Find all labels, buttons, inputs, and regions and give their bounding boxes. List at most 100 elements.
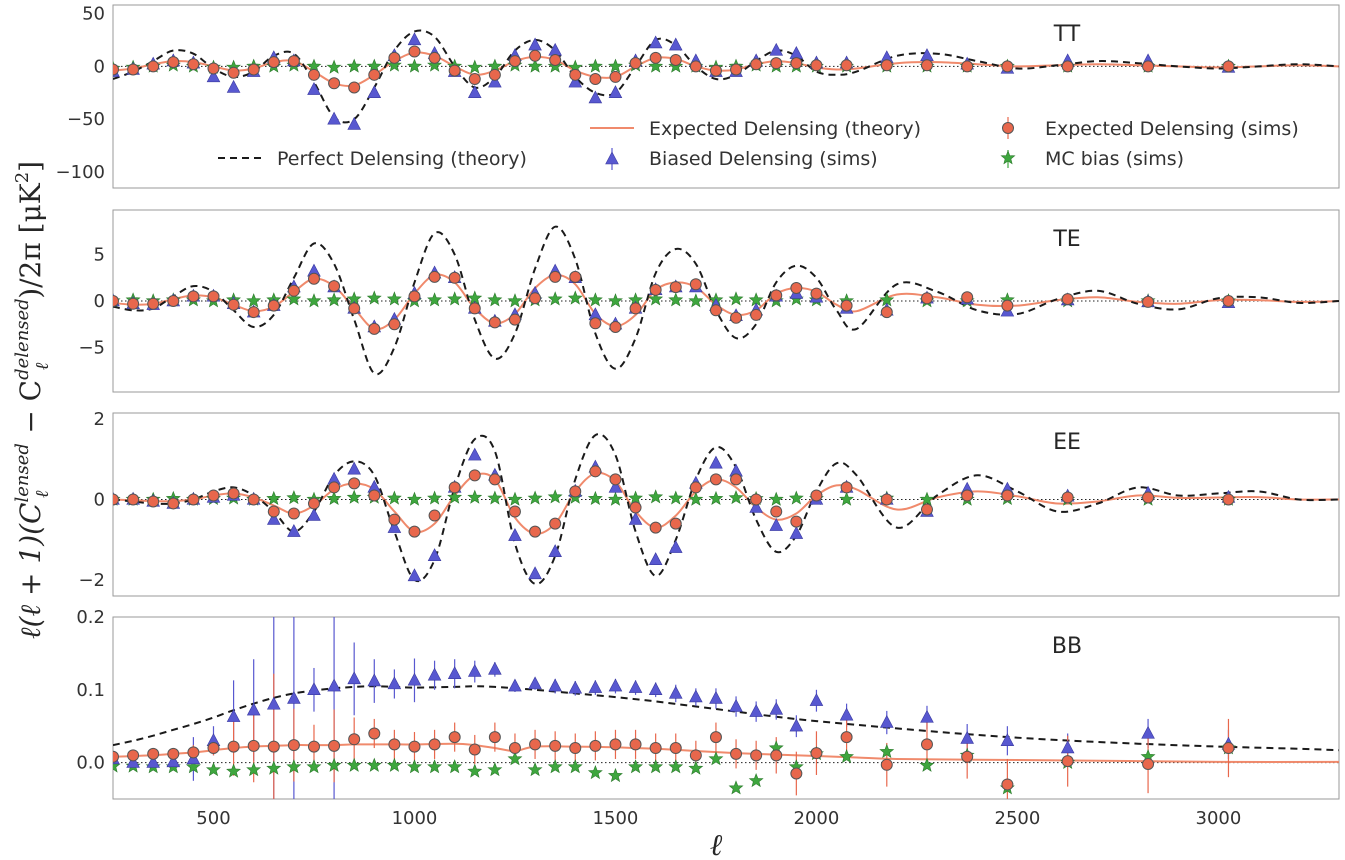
expected-sims-point <box>187 58 200 71</box>
panel-frame <box>112 4 1340 189</box>
expected-sims-point <box>328 77 341 90</box>
expected-sims-point <box>187 746 200 759</box>
biased-point <box>266 696 281 710</box>
expected-sims-point <box>508 313 521 326</box>
mc-bias-point <box>205 762 221 777</box>
expected-sims-point <box>589 73 602 86</box>
expected-sims-point <box>810 287 823 300</box>
biased-point <box>789 718 804 732</box>
expected-sims-point <box>348 477 361 490</box>
legend-mc-bias-swatch <box>1000 150 1016 165</box>
expected-sims-point <box>810 489 823 502</box>
legend-biased-swatch <box>605 151 619 165</box>
expected-sims-point <box>1061 755 1074 768</box>
panel-frame <box>112 412 1340 597</box>
mc-bias-point <box>286 490 302 505</box>
biased-point <box>287 524 301 537</box>
panel-title: BB <box>1052 634 1082 659</box>
mc-bias-point <box>266 760 282 775</box>
mc-bias-point <box>366 290 382 305</box>
expected-sims-point <box>508 505 521 518</box>
expected-sims-point <box>113 750 119 763</box>
expected-sims-point <box>709 64 722 77</box>
biased-point <box>1060 740 1075 754</box>
expected-sims-point <box>730 473 743 486</box>
expected-sims-point <box>961 60 974 73</box>
biased-point <box>146 754 160 768</box>
expected-sims-point <box>368 68 381 81</box>
mc-bias-point <box>648 489 664 504</box>
expected-sims-point <box>508 55 521 68</box>
biased-point <box>920 709 934 723</box>
expected-sims-point <box>961 750 974 763</box>
biased-point <box>839 707 854 721</box>
mc-bias-point <box>527 762 543 777</box>
x-axis-label: ℓ <box>710 828 723 860</box>
mc-bias-point <box>467 489 483 504</box>
mc-bias-point <box>788 490 804 505</box>
biased-point <box>407 672 422 686</box>
ylabel-close: ] <box>14 161 47 172</box>
expected-sims-point <box>408 290 421 303</box>
mc-bias-point <box>366 757 382 772</box>
expected-sims-point <box>790 767 803 780</box>
biased-point <box>879 714 894 728</box>
expected-sims-point <box>307 272 320 285</box>
mc-bias-point <box>246 762 262 777</box>
biased-point <box>307 682 321 696</box>
biased-point <box>266 511 281 525</box>
mc-bias-point <box>708 751 724 766</box>
expected-sims-point <box>167 497 180 510</box>
expected-sims-point <box>287 739 300 752</box>
expected-sims-point <box>549 739 562 752</box>
expected-sims-point <box>880 758 893 771</box>
expected-sims-point <box>247 493 260 506</box>
legend: Perfect Delensing (theory) Expected Delen… <box>218 117 1299 170</box>
y-tick-label: 2 <box>94 409 105 430</box>
expected-sims-point <box>750 749 763 762</box>
expected-sims-point <box>569 742 582 755</box>
expected-sims-point <box>750 308 763 321</box>
expected-sims-point <box>488 731 501 744</box>
x-tick-label: 2000 <box>794 808 840 829</box>
mc-bias-point <box>668 759 684 774</box>
legend-label: MC bias (sims) <box>1045 148 1184 170</box>
biased-point <box>729 698 743 712</box>
biased-point <box>126 754 140 768</box>
y-tick-label: 0.0 <box>76 753 105 774</box>
biased-point <box>528 676 542 690</box>
biased-point <box>347 461 361 475</box>
y-tick-label: −100 <box>56 162 105 183</box>
expected-sims-point <box>1142 758 1155 771</box>
biased-point <box>407 568 422 582</box>
expected-sims-point <box>840 59 853 72</box>
expected-sims-point <box>1142 60 1155 73</box>
mc-bias-point <box>427 490 442 505</box>
mc-bias-point <box>326 757 342 772</box>
expected-sims-point <box>468 469 481 482</box>
expected-sims-point <box>730 63 743 76</box>
expected-sims-point <box>307 740 320 753</box>
biased-point <box>447 666 462 679</box>
expected-sims-point <box>669 281 682 294</box>
mc-bias-point <box>487 762 503 777</box>
biased-point <box>367 673 382 687</box>
y-tick-label: −5 <box>78 337 105 358</box>
expected-sims-point <box>529 738 542 751</box>
expected-sims-point <box>609 738 622 751</box>
expected-sims-point <box>207 62 220 75</box>
expected-sims-point <box>113 63 119 76</box>
expected-sims-point <box>649 51 662 64</box>
expected-sims-point <box>207 742 220 755</box>
mc-bias-point <box>507 751 523 766</box>
mc-bias-point <box>306 759 322 774</box>
legend-label: Perfect Delensing (theory) <box>277 148 527 170</box>
expected-sims-point <box>880 59 893 72</box>
expected-sims-point <box>147 747 160 760</box>
biased-point <box>1000 733 1015 746</box>
mc-bias-point <box>407 58 422 73</box>
mc-bias-point <box>487 490 503 505</box>
biased-point <box>1141 725 1155 739</box>
mc-bias-point <box>427 759 442 774</box>
